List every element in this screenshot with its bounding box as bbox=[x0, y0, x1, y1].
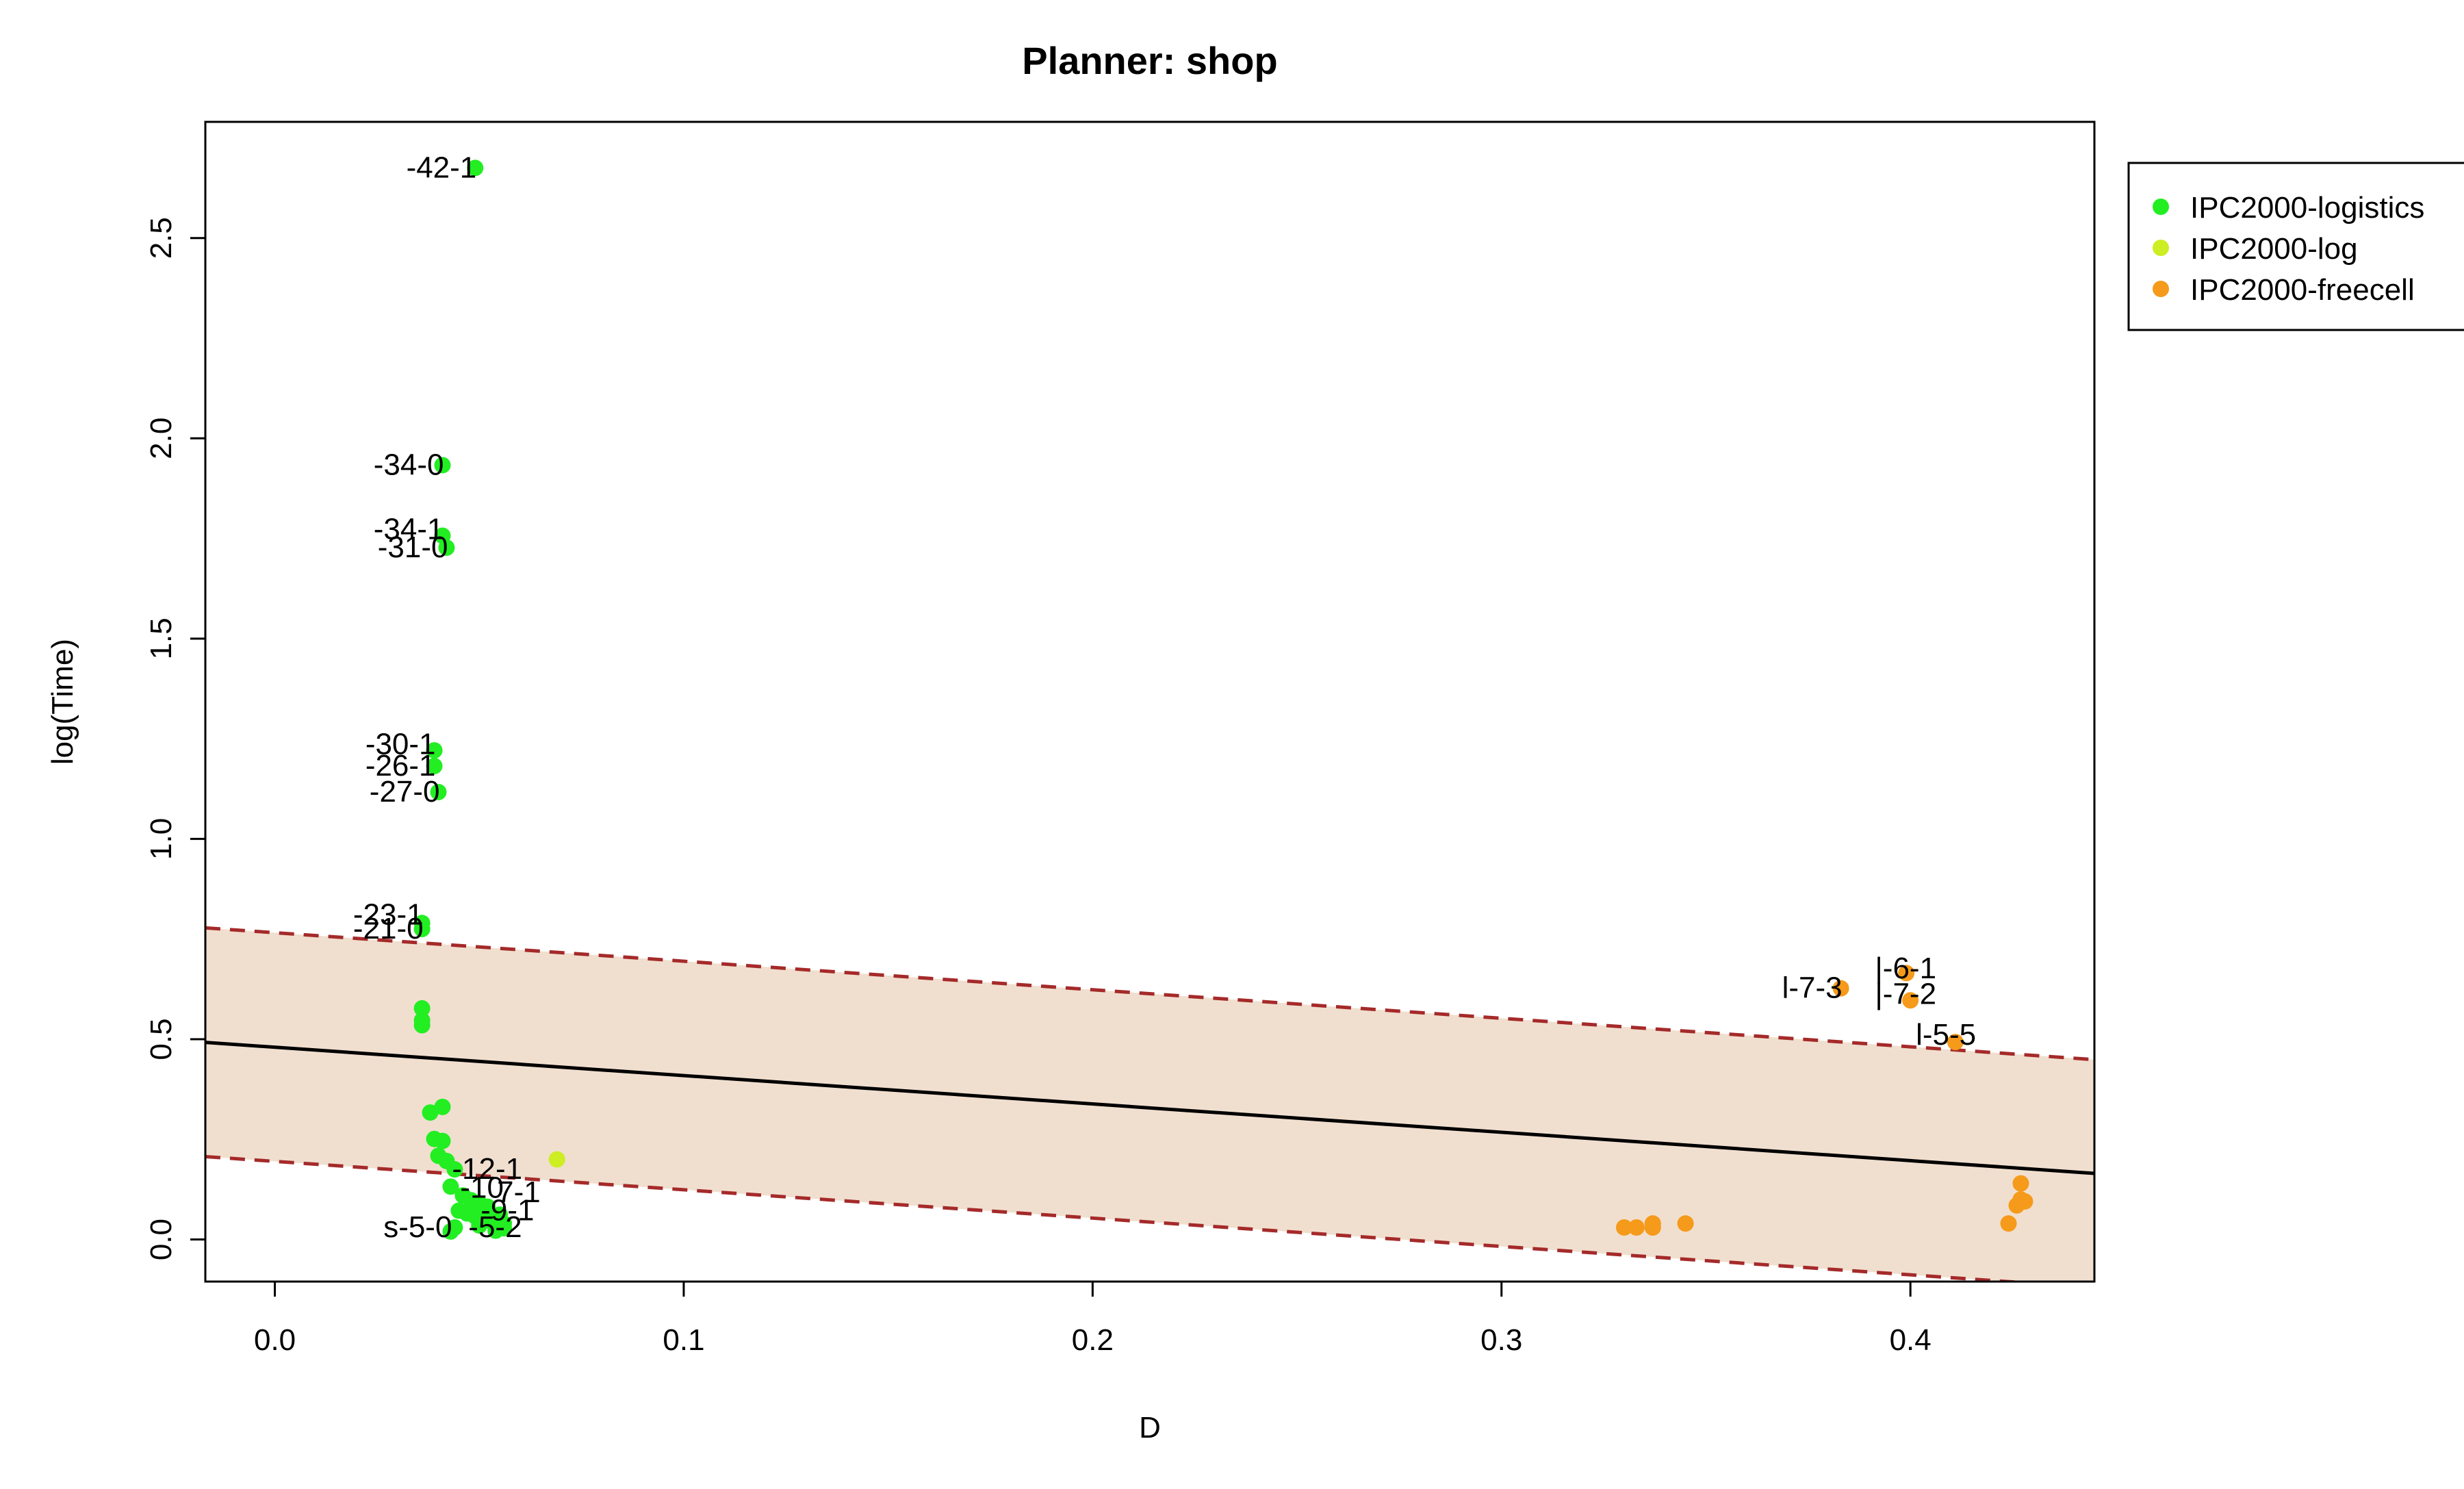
data-point-ipc2000-logistics bbox=[422, 1104, 439, 1121]
data-point-ipc2000-logistics bbox=[434, 1098, 451, 1115]
legend-label: IPC2000-freecell bbox=[2190, 273, 2415, 307]
point-label: -34-1 bbox=[374, 513, 444, 546]
data-point-ipc2000-logistics bbox=[479, 1198, 496, 1215]
data-point-ipc2000-freecell bbox=[2012, 1175, 2029, 1192]
regression-line bbox=[205, 1041, 2094, 1175]
annotation-layer: -42-1 -34-0 -34-1-31-0 -30-1-26-1-27-0 -23-1… bbox=[353, 151, 1976, 1244]
point-label: |-6-1 bbox=[1875, 952, 1936, 985]
x-axis: 0.0 0.1 0.2 0.3 0.4 bbox=[254, 1280, 1932, 1357]
data-point-ipc2000-logistics bbox=[426, 742, 443, 759]
data-point-ipc2000-logistics bbox=[430, 783, 447, 800]
data-point-ipc2000-logistics bbox=[438, 539, 455, 557]
upper-bound-line bbox=[205, 926, 2094, 1062]
plot-area bbox=[205, 160, 2094, 1282]
y-tick-label: 2.0 bbox=[144, 418, 178, 459]
data-point-ipc2000-logistics bbox=[442, 1178, 459, 1195]
x-tick-label: 0.1 bbox=[663, 1323, 704, 1357]
y-tick-label: 1.0 bbox=[144, 818, 178, 860]
data-point-ipc2000-logistics bbox=[496, 1220, 513, 1237]
data-point-ipc2000-freecell bbox=[1947, 1034, 1964, 1051]
lower-bound-line bbox=[205, 1154, 2033, 1282]
x-tick-label: 0.2 bbox=[1072, 1323, 1114, 1357]
data-point-ipc2000-log bbox=[548, 1151, 565, 1168]
data-point-ipc2000-logistics bbox=[426, 757, 443, 774]
y-tick-label: 1.5 bbox=[144, 618, 178, 659]
legend-marker bbox=[2153, 281, 2169, 297]
point-label: -21-0 bbox=[353, 912, 424, 945]
point-label: -5-2 bbox=[468, 1210, 522, 1244]
point-label: 7-1 bbox=[497, 1175, 541, 1209]
data-point-ipc2000-freecell bbox=[1832, 980, 1849, 997]
point-label: -42-1 bbox=[407, 151, 477, 184]
point-label: -12-1 bbox=[452, 1152, 522, 1186]
data-point-ipc2000-freecell bbox=[2016, 1193, 2033, 1210]
x-tick-label: 0.3 bbox=[1480, 1323, 1522, 1357]
data-point-ipc2000-logistics bbox=[413, 921, 431, 938]
legend-marker bbox=[2153, 199, 2169, 215]
x-tick-label: 0.4 bbox=[1890, 1323, 1932, 1357]
x-tick-label: 0.0 bbox=[254, 1323, 296, 1357]
legend-marker bbox=[2153, 240, 2169, 256]
data-point-ipc2000-logistics bbox=[413, 1000, 431, 1017]
data-point-ipc2000-freecell bbox=[1615, 1219, 1632, 1236]
point-label: -30-1 bbox=[365, 727, 436, 761]
data-point-ipc2000-freecell bbox=[1644, 1215, 1661, 1232]
point-label: -31-0 bbox=[378, 531, 448, 564]
y-axis-title: log(Time) bbox=[46, 639, 79, 765]
x-axis-title: D bbox=[1139, 1411, 1161, 1445]
y-tick-label: 0.5 bbox=[144, 1018, 178, 1060]
point-label: s-5-0 bbox=[383, 1210, 452, 1244]
confidence-band bbox=[205, 928, 2094, 1282]
data-point-ipc2000-logistics bbox=[471, 1217, 488, 1234]
y-axis: 0.0 0.5 1.0 1.5 2.0 2.5 bbox=[144, 217, 207, 1260]
chart-title: Planner: shop bbox=[1022, 39, 1277, 82]
point-label: -27-0 bbox=[370, 775, 440, 809]
legend-box bbox=[2127, 162, 2464, 331]
y-tick-label: 2.5 bbox=[144, 217, 178, 259]
legend: IPC2000-logistics IPC2000-log IPC2000-free… bbox=[2127, 162, 2464, 331]
point-label: l-5-5 bbox=[1916, 1018, 1976, 1052]
point-label: -26-1 bbox=[365, 749, 436, 782]
data-point-ipc2000-freecell bbox=[2000, 1215, 2017, 1232]
point-label: |-7-2 bbox=[1875, 977, 1936, 1010]
data-point-ipc2000-freecell bbox=[1677, 1215, 1694, 1232]
legend-label: IPC2000-log bbox=[2190, 232, 2358, 266]
data-point-ipc2000-freecell bbox=[1628, 1219, 1645, 1236]
data-point-ipc2000-logistics bbox=[467, 160, 484, 177]
y-tick-label: 0.0 bbox=[144, 1219, 178, 1260]
data-point-ipc2000-logistics bbox=[434, 1132, 451, 1149]
data-point-ipc2000-logistics bbox=[434, 457, 451, 474]
data-point-ipc2000-freecell bbox=[1898, 965, 1915, 982]
point-label: l-7-3 bbox=[1782, 971, 1843, 1005]
legend-label: IPC2000-logistics bbox=[2190, 191, 2424, 225]
point-label: -9-1 bbox=[480, 1193, 534, 1227]
point-label: -10 bbox=[460, 1171, 504, 1205]
point-label: -34-0 bbox=[374, 448, 444, 481]
point-label: -23-1 bbox=[353, 898, 424, 932]
data-point-ipc2000-logistics bbox=[446, 1161, 463, 1178]
data-point-ipc2000-logistics bbox=[413, 1017, 431, 1034]
data-point-ipc2000-logistics bbox=[442, 1223, 459, 1240]
data-point-ipc2000-freecell bbox=[1902, 992, 1919, 1009]
